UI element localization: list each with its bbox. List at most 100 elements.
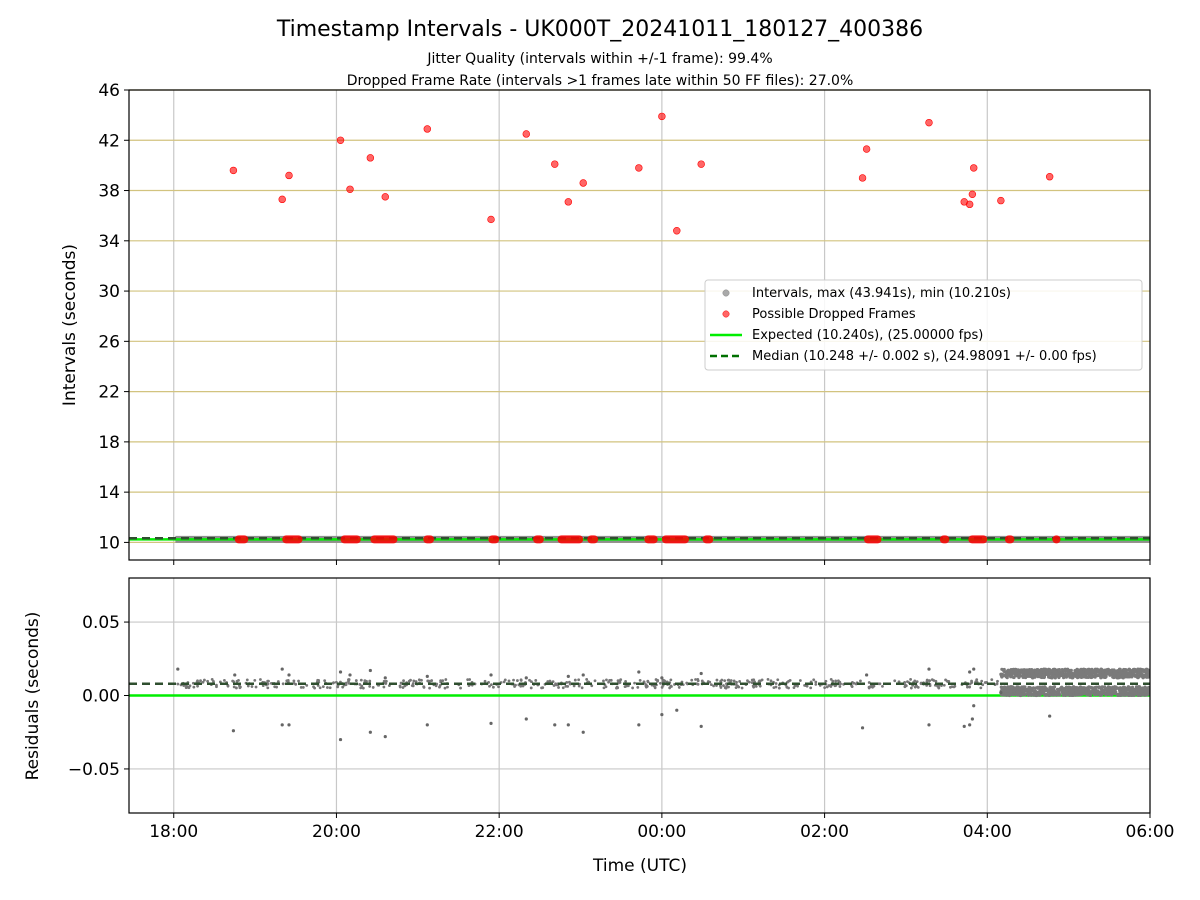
- residual-outlier-31: [699, 671, 703, 676]
- residual-point: [659, 681, 662, 685]
- residual-point: [439, 679, 443, 683]
- residual-point: [1026, 688, 1030, 692]
- residual-point: [751, 684, 755, 688]
- dropped-cluster-10: [661, 535, 689, 544]
- residual-point: [1084, 691, 1089, 695]
- x-axis-label: Time (UTC): [592, 856, 687, 876]
- residual-point: [577, 684, 581, 688]
- residual-point: [1145, 670, 1150, 674]
- residual-point: [519, 679, 523, 682]
- dropped-cluster-11: [702, 535, 714, 544]
- x-tick-label-6: 06:00: [1126, 822, 1175, 842]
- residual-point: [1079, 667, 1083, 671]
- dropped-cluster-14: [968, 535, 988, 544]
- residual-point: [483, 679, 487, 683]
- residual-point: [893, 679, 897, 683]
- residual-point: [774, 685, 778, 689]
- residual-point: [253, 678, 257, 682]
- legend-marker-intervals: [722, 289, 730, 297]
- residual-point: [1057, 675, 1061, 680]
- residual-point: [363, 679, 367, 683]
- residual-point: [1100, 685, 1104, 689]
- residual-point: [1033, 673, 1037, 677]
- residual-point: [834, 679, 838, 683]
- bottom-ytick-label-2: −0.05: [68, 760, 120, 780]
- residual-point: [321, 685, 325, 688]
- residual-point: [196, 684, 199, 688]
- residual-outlier-3: [280, 667, 284, 671]
- residual-point: [491, 685, 495, 689]
- residual-point: [999, 685, 1003, 689]
- residual-point: [434, 684, 438, 688]
- residual-point: [1147, 673, 1150, 677]
- residual-point: [226, 684, 230, 688]
- residual-point: [1026, 691, 1030, 695]
- residual-point: [839, 682, 842, 686]
- dropped-frame-point-3: [336, 136, 345, 144]
- residual-point: [237, 684, 241, 688]
- residual-point: [1048, 693, 1052, 697]
- residual-point: [798, 679, 802, 682]
- residual-point: [814, 683, 818, 686]
- residual-point: [441, 679, 445, 682]
- residual-point: [1049, 689, 1054, 694]
- x-tick-label-3: 00:00: [637, 822, 686, 842]
- residual-point: [1081, 673, 1086, 678]
- bottom-y-axis-label: Residuals (seconds): [23, 612, 43, 781]
- residual-point: [757, 680, 761, 684]
- residual-point: [573, 678, 577, 682]
- residual-point: [1081, 667, 1086, 671]
- residual-point: [1030, 669, 1034, 673]
- residual-point: [833, 684, 837, 688]
- residual-point: [196, 679, 199, 683]
- residual-point: [1084, 670, 1088, 674]
- residual-point: [1146, 685, 1150, 690]
- residual-point: [1108, 673, 1112, 677]
- residual-outlier-5: [287, 723, 291, 727]
- residual-point: [1140, 674, 1144, 678]
- residual-point: [1036, 686, 1040, 690]
- dropped-cluster-3: [370, 535, 398, 544]
- bottom-panel: 0.05 0.00 −0.05 18:00 20:00 22:00 00:00 02:00 0…: [23, 577, 1175, 876]
- residual-point: [1061, 693, 1065, 697]
- residual-point: [1102, 691, 1106, 695]
- residual-point: [653, 686, 657, 690]
- residual-point: [981, 683, 985, 687]
- bottom-data-layer: [129, 667, 1150, 742]
- residual-point: [1020, 670, 1024, 675]
- residual-point: [975, 678, 979, 682]
- residual-point: [1139, 690, 1144, 694]
- residual-point: [516, 679, 519, 682]
- residual-outlier-13: [383, 676, 387, 680]
- residual-point: [411, 684, 415, 688]
- residual-point: [996, 679, 999, 683]
- residual-point: [774, 682, 778, 685]
- residual-point: [913, 685, 917, 689]
- dropped-frame-point-14: [658, 112, 666, 121]
- residual-point: [723, 679, 727, 683]
- residual-point: [616, 679, 620, 683]
- residual-outlier-24: [581, 673, 585, 677]
- residual-point: [1090, 671, 1094, 675]
- residual-outlier-6: [287, 673, 291, 677]
- residual-point: [361, 686, 365, 690]
- residual-point: [736, 684, 740, 688]
- residual-point: [1137, 693, 1141, 697]
- residual-point: [631, 686, 635, 690]
- residual-point: [754, 685, 758, 688]
- residual-outlier-17: [489, 673, 493, 677]
- residual-point: [1007, 685, 1011, 690]
- residual-point: [602, 686, 606, 690]
- residual-point: [979, 686, 983, 690]
- residual-point: [747, 680, 751, 684]
- residual-point: [760, 678, 764, 682]
- residual-point: [766, 678, 770, 681]
- dropped-frame-point-2: [285, 171, 293, 180]
- residual-outlier-30: [699, 724, 703, 728]
- residual-point: [593, 679, 597, 683]
- residual-point: [428, 686, 432, 690]
- residual-point: [1034, 689, 1038, 694]
- residual-point: [292, 679, 296, 683]
- residual-point: [1086, 675, 1090, 679]
- residual-point: [490, 683, 493, 687]
